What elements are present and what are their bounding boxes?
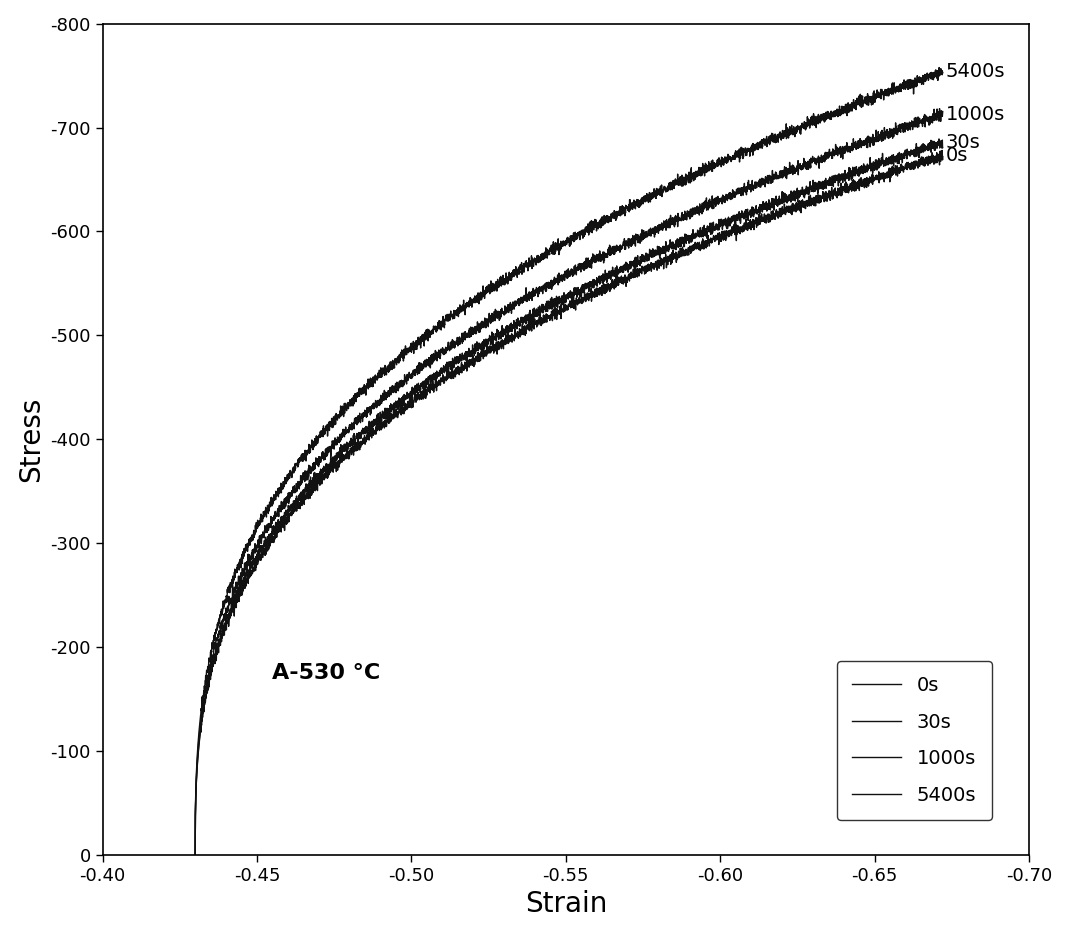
5400s [509, 269, 522, 280]
5400s [544, 245, 557, 256]
0s [913, 160, 926, 171]
1000s [913, 116, 926, 127]
Line: 1000s: 1000s [196, 108, 943, 855]
Text: 1000s: 1000s [946, 105, 1005, 123]
1000s [189, 849, 202, 860]
1000s [936, 106, 949, 117]
Line: 0s: 0s [196, 151, 943, 855]
5400s [877, 86, 889, 97]
1000s [544, 280, 557, 292]
5400s [189, 849, 202, 860]
0s [936, 151, 949, 162]
0s [935, 145, 948, 156]
30s [509, 322, 522, 333]
30s [932, 134, 945, 145]
0s [509, 324, 522, 336]
30s [936, 142, 949, 153]
Text: 5400s: 5400s [946, 62, 1005, 81]
5400s [732, 151, 745, 163]
5400s [933, 62, 946, 73]
Line: 30s: 30s [196, 139, 943, 855]
1000s [732, 182, 745, 194]
0s [189, 849, 202, 860]
30s [502, 321, 515, 332]
Y-axis label: Stress: Stress [17, 396, 45, 482]
X-axis label: Strain: Strain [525, 890, 607, 918]
Line: 5400s: 5400s [196, 67, 943, 855]
0s [732, 226, 745, 237]
5400s [502, 266, 515, 278]
1000s [502, 301, 515, 312]
0s [502, 334, 515, 345]
Text: 30s: 30s [946, 133, 980, 151]
30s [544, 300, 557, 311]
0s [544, 312, 557, 324]
Text: A-530 °C: A-530 °C [273, 663, 381, 683]
0s [877, 170, 889, 181]
5400s [936, 67, 949, 79]
30s [913, 143, 926, 154]
Text: 0s: 0s [946, 146, 969, 165]
Legend: 0s, 30s, 1000s, 5400s: 0s, 30s, 1000s, 5400s [837, 661, 992, 820]
1000s [877, 129, 889, 140]
5400s [913, 74, 926, 85]
30s [732, 212, 745, 223]
30s [877, 148, 889, 159]
30s [189, 849, 202, 860]
1000s [933, 103, 946, 114]
1000s [509, 295, 522, 307]
